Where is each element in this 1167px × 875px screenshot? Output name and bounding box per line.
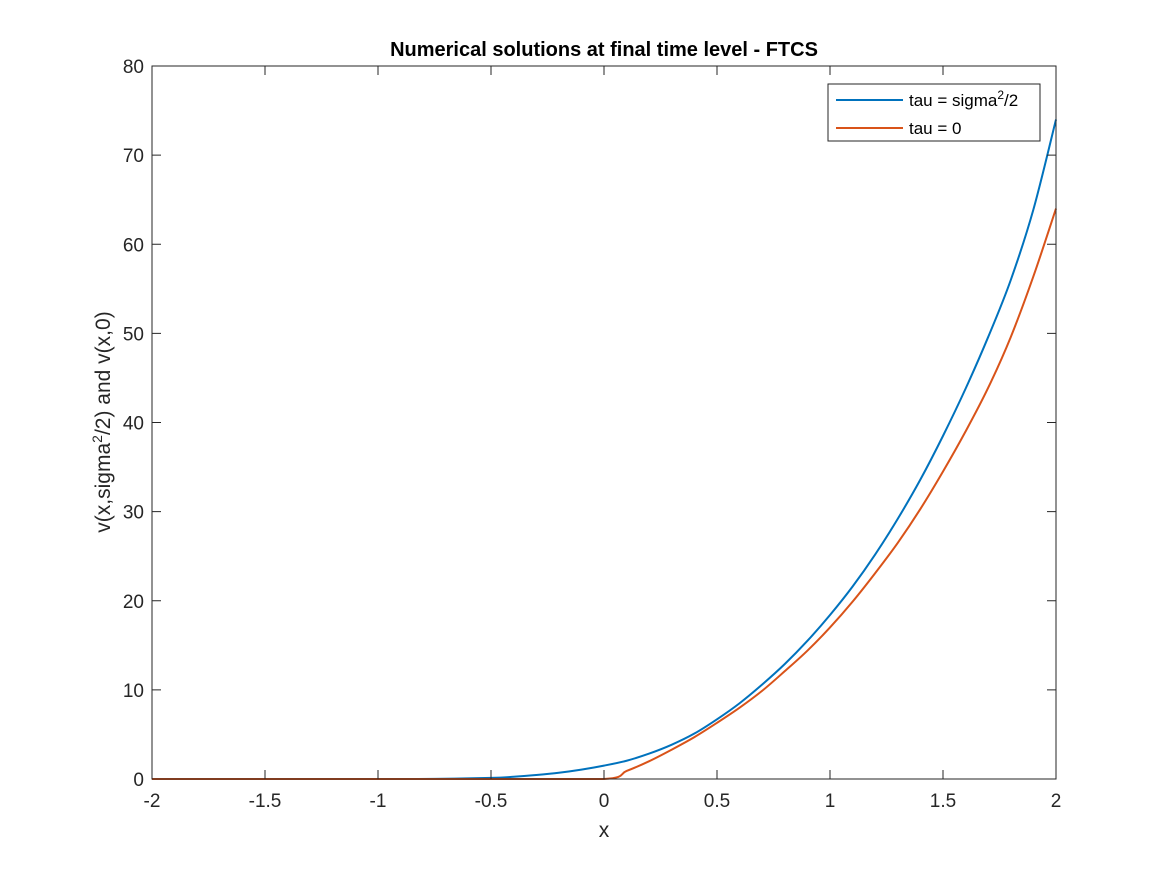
x-tick-label: -2	[144, 791, 161, 812]
series-1-line	[152, 119, 1057, 780]
y-tick-label: 70	[123, 146, 144, 167]
y-tick-label: 20	[123, 592, 144, 613]
x-tick-label: 2	[1051, 791, 1062, 812]
y-tick-label: 50	[123, 324, 144, 345]
x-tick-label: 0	[599, 791, 610, 812]
legend-label-series-1: tau = sigma2/2	[909, 88, 1018, 110]
y-tick-label: 40	[123, 414, 144, 435]
legend-box	[827, 83, 1041, 142]
y-axis-label-sup: 2	[89, 435, 105, 443]
chart-title: Numerical solutions at final time level …	[390, 39, 818, 61]
x-tick-label: -1.5	[249, 791, 282, 812]
y-tick-label: 0	[133, 770, 144, 791]
y-axis-label-prefix: v(x,sigma	[92, 443, 115, 533]
legend-label-series-1-suffix: /2	[1004, 91, 1018, 110]
x-tick-label: 1	[825, 791, 836, 812]
y-tick-label: 30	[123, 503, 144, 524]
y-tick-label: 60	[123, 235, 144, 256]
x-axis-label: x	[599, 819, 610, 842]
legend-label-series-1-sup: 2	[997, 88, 1004, 102]
plot-background	[152, 66, 1056, 779]
y-axis-label-suffix: /2) and v(x,0)	[92, 311, 115, 435]
legend-label-series-2: tau = 0	[909, 119, 961, 138]
legend-label-series-1-prefix: tau = sigma	[909, 91, 998, 110]
axes-box	[151, 65, 1057, 780]
y-tick-label: 10	[123, 681, 144, 702]
x-tick-label: 1.5	[930, 791, 956, 812]
x-tick-label: -1	[370, 791, 387, 812]
y-axis-label: v(x,sigma2/2) and v(x,0)	[89, 311, 115, 532]
legend: tau = sigma2/2 tau = 0	[827, 83, 1041, 142]
x-tick-label: 0.5	[704, 791, 730, 812]
x-tick-label: -0.5	[475, 791, 508, 812]
y-tick-label: 80	[123, 57, 144, 78]
